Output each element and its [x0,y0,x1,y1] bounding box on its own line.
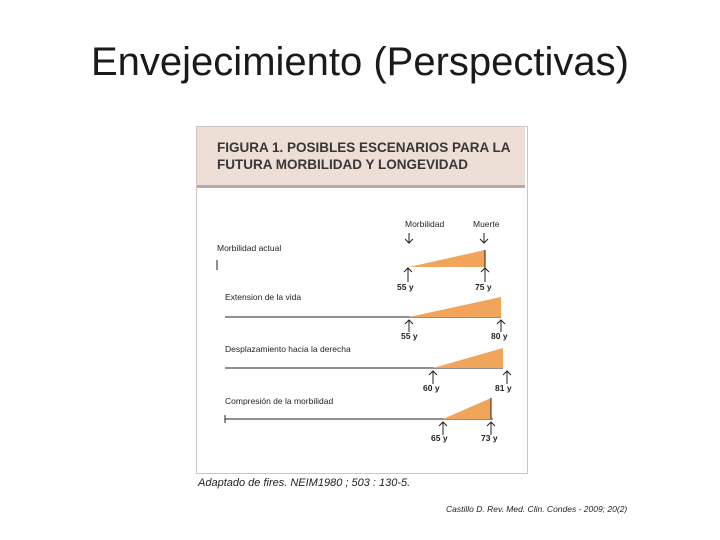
start-up-arrow-icon [403,267,413,282]
end-age: 75 y [475,282,492,292]
scenario-label: Compresión de la morbilidad [225,396,333,406]
end-up-arrow-icon [496,319,506,332]
morbidity-wedge [409,250,485,267]
figure-title: FIGURA 1. POSIBLES ESCENARIOS PARA LA FU… [217,139,517,173]
header-morbilidad: Morbilidad [405,219,444,229]
muerte-down-arrow-icon [479,233,489,244]
start-age: 55 y [397,282,414,292]
start-age: 65 y [431,433,448,443]
end-up-arrow-icon [480,267,490,282]
morbidity-wedge [409,297,501,317]
scenario-morbilidad-actual: Morbilidad actual 55 y 75 y [216,243,492,292]
end-up-arrow-icon [486,421,496,435]
start-age: 55 y [401,331,418,341]
morbidity-wedge [443,398,491,419]
end-up-arrow-icon [502,370,512,384]
end-age: 81 y [495,383,512,393]
scenarios-diagram: Morbilidad Muerte Morbilidad actual 55 y… [216,219,512,443]
figure-caption: Adaptado de fires. NEIM1980 ; 503 : 130-… [198,477,411,489]
scenario-extension-de-la-vida: Extension de la vida 55 y 80 y [225,292,508,341]
morbilidad-down-arrow-icon [404,233,414,244]
morbidity-wedge [433,348,503,368]
start-up-arrow-icon [428,370,438,384]
header-muerte: Muerte [473,219,500,229]
slide-title: Envejecimiento (Perspectivas) [91,40,629,84]
figure-title-line1: FIGURA 1. POSIBLES ESCENARIOS PARA LA [217,140,511,155]
scenario-label: Morbilidad actual [217,243,281,253]
scenario-label: Extension de la vida [225,292,301,302]
end-age: 73 y [481,433,498,443]
scenario-label: Desplazamiento hacia la derecha [225,344,351,354]
end-age: 80 y [491,331,508,341]
slide-citation: Castillo D. Rev. Med. Clin. Condes - 200… [446,504,628,514]
figure-panel: FIGURA 1. POSIBLES ESCENARIOS PARA LA FU… [196,126,528,474]
start-up-arrow-icon [404,319,414,332]
scenario-compresion: Compresión de la morbilidad 65 y 73 y [224,396,498,443]
figure-header: FIGURA 1. POSIBLES ESCENARIOS PARA LA FU… [197,127,525,188]
start-up-arrow-icon [438,421,448,435]
start-age: 60 y [423,383,440,393]
scenario-desplazamiento: Desplazamiento hacia la derecha 60 y 81 … [225,344,512,393]
figure-title-line2: FUTURA MORBILIDAD Y LONGEVIDAD [217,157,469,172]
